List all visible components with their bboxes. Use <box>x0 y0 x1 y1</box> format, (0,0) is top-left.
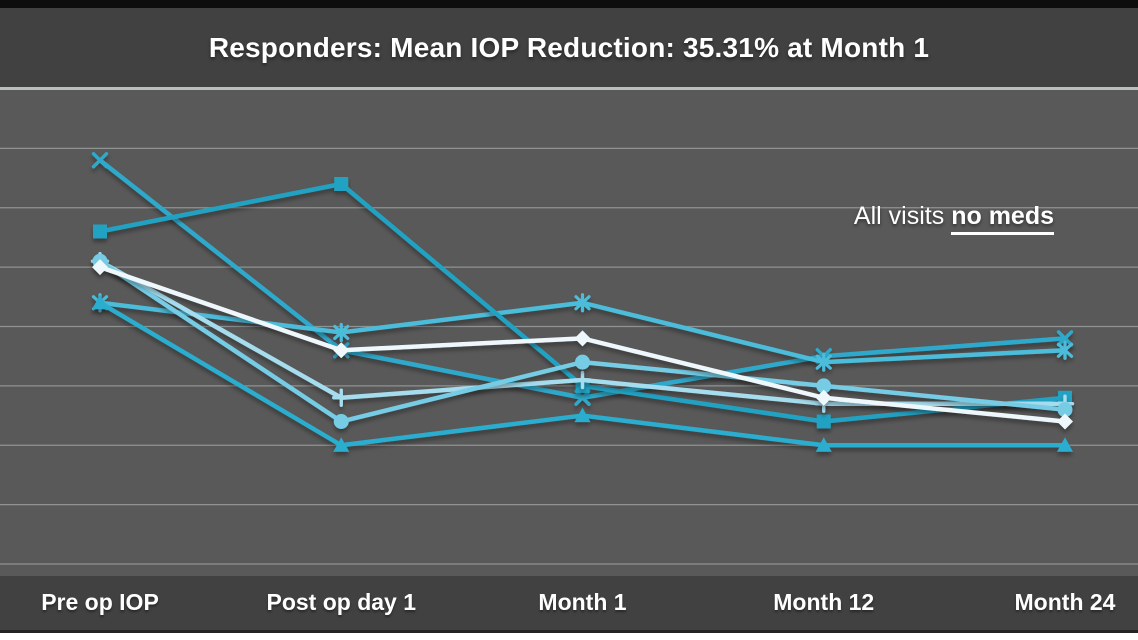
data-series <box>90 152 1075 452</box>
annotation-all-visits: All visits no meds <box>853 202 1054 235</box>
series-diamond <box>92 259 1073 430</box>
line-chart-svg <box>0 89 1138 565</box>
annotation-prefix: All visits <box>853 202 945 230</box>
plot-area <box>0 89 1138 576</box>
x-axis-label-4: Month 24 <box>1014 589 1116 615</box>
x-axis: Pre op IOP Post op day 1 Month 1 Month 12 Mo… <box>0 576 1138 630</box>
x-axis-label-0: Pre op IOP <box>41 589 159 615</box>
chart-title: Responders: Mean IOP Reduction: 35.31% a… <box>208 31 930 63</box>
chart-top-border <box>0 0 1138 8</box>
bottom-border-line <box>0 630 1138 633</box>
x-axis-label-3: Month 12 <box>773 589 875 615</box>
gridlines <box>0 89 1138 565</box>
x-axis-label-2: Month 1 <box>538 589 627 615</box>
annotation-no-meds: no meds <box>951 202 1054 235</box>
series-triangle <box>92 294 1073 452</box>
chart-title-bar: Responders: Mean IOP Reduction: 35.31% a… <box>0 8 1138 89</box>
x-axis-label-1: Post op day 1 <box>266 589 417 615</box>
bottom-white-strip <box>0 633 1138 640</box>
